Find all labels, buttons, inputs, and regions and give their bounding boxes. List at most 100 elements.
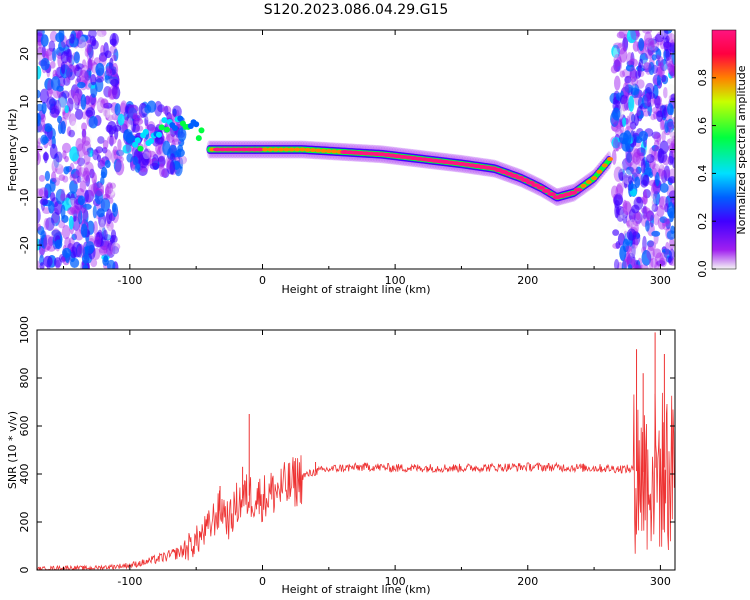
ridge-core	[262, 147, 269, 152]
spectral-blob	[146, 123, 156, 131]
spectral-blob	[669, 64, 675, 73]
spectral-blob	[111, 85, 121, 100]
spectral-blob	[49, 108, 60, 118]
spectral-blob	[85, 174, 91, 187]
spectral-blob	[665, 56, 674, 68]
spectral-blob	[54, 239, 63, 250]
spectral-blob	[37, 151, 41, 166]
spectral-blob	[88, 115, 98, 129]
spectral-blob	[640, 179, 648, 188]
spectral-blob	[654, 95, 661, 109]
spectral-blob	[646, 210, 654, 222]
spectral-blob	[95, 76, 105, 83]
spectral-blob	[617, 141, 623, 150]
spectral-blob	[104, 160, 111, 169]
spectral-blob	[632, 41, 640, 52]
spectral-blob	[74, 30, 82, 38]
spectral-blob	[634, 264, 642, 269]
spectral-blob	[70, 168, 80, 179]
spectral-blob	[631, 242, 636, 258]
spectral-blob	[74, 101, 80, 111]
spectral-blob	[668, 143, 675, 153]
spectral-blob	[92, 205, 97, 219]
spectral-blob	[132, 112, 138, 121]
spectral-blob	[60, 188, 66, 202]
spectral-blob	[103, 240, 114, 257]
spectral-blob	[69, 257, 80, 268]
spectral-blob	[52, 69, 58, 78]
spectral-blob	[647, 41, 656, 58]
spectral-blob	[625, 245, 631, 253]
spectral-blob	[93, 236, 102, 248]
x-tick-label: 300	[650, 575, 671, 588]
spectral-blob	[81, 128, 87, 145]
spectral-blob	[623, 130, 632, 146]
spectral-blob	[632, 264, 639, 269]
spectral-blob	[657, 148, 665, 164]
spectral-blob	[83, 150, 91, 165]
spectral-blob	[118, 141, 127, 157]
spectral-blob	[72, 241, 82, 258]
spectral-blob	[669, 236, 675, 251]
spectral-blob	[78, 69, 89, 86]
spectral-blob	[37, 145, 43, 153]
y-tick-label: 0	[18, 146, 31, 153]
ridge-blob	[142, 128, 149, 135]
spectral-blob	[113, 158, 122, 173]
ridge-core	[525, 180, 535, 185]
spectral-blob	[50, 192, 56, 202]
spectral-blob	[84, 133, 93, 149]
ridge-core	[520, 178, 530, 183]
y-tick-label: 1000	[18, 316, 31, 344]
ridge-core	[547, 192, 557, 197]
spectral-blob	[646, 240, 655, 248]
ridge-core	[601, 163, 608, 168]
snr-plot-area	[37, 330, 675, 570]
spectral-blob	[39, 262, 45, 269]
spectral-blob	[90, 258, 98, 268]
spectral-blob	[37, 223, 42, 231]
spectral-blob	[110, 182, 116, 196]
spectral-blob	[42, 48, 53, 57]
spectral-blob	[155, 142, 164, 155]
spectral-blob	[96, 30, 107, 38]
spectral-blob	[655, 48, 662, 60]
spectral-blob	[649, 39, 656, 48]
spectrogram-heatmap	[37, 30, 675, 269]
colorbar-tick-label: 0.2	[696, 212, 709, 230]
spectral-blob	[106, 182, 114, 195]
spectral-blob	[668, 65, 675, 77]
spectral-blob	[47, 138, 53, 147]
spectral-blob	[629, 161, 638, 175]
spectral-blob	[149, 162, 160, 170]
spectral-blob	[613, 259, 620, 269]
spectral-blob	[53, 58, 58, 74]
snr-ticks: -100 0 100 200 300 0 200 400 600 800 1000	[18, 316, 675, 588]
spectral-blob	[48, 200, 55, 214]
spectral-blob	[64, 155, 69, 163]
spectral-blob	[84, 39, 93, 54]
spectral-blob	[613, 47, 619, 60]
spectral-blob	[94, 182, 105, 196]
spectral-blob	[648, 258, 654, 269]
spectral-blob	[648, 61, 655, 75]
spectral-blob	[671, 30, 675, 43]
spectral-blob	[664, 217, 671, 225]
spectral-blob	[622, 117, 627, 127]
spectral-blob	[165, 155, 171, 171]
spectral-blob	[630, 258, 636, 269]
spectral-blob	[84, 95, 91, 105]
spectral-blob	[658, 164, 666, 180]
spectral-blob	[99, 245, 108, 256]
spectral-blob	[646, 246, 655, 261]
spectral-blob	[612, 229, 620, 236]
ridge-core	[591, 176, 598, 181]
spectral-blob	[76, 207, 82, 223]
spectral-blob	[61, 90, 70, 99]
spectral-blob	[63, 166, 70, 175]
spectral-blob	[76, 143, 86, 158]
x-tick-label: 200	[517, 575, 538, 588]
spectral-blob	[95, 62, 105, 77]
spectral-blob	[111, 202, 117, 213]
spectral-blob	[100, 176, 105, 186]
